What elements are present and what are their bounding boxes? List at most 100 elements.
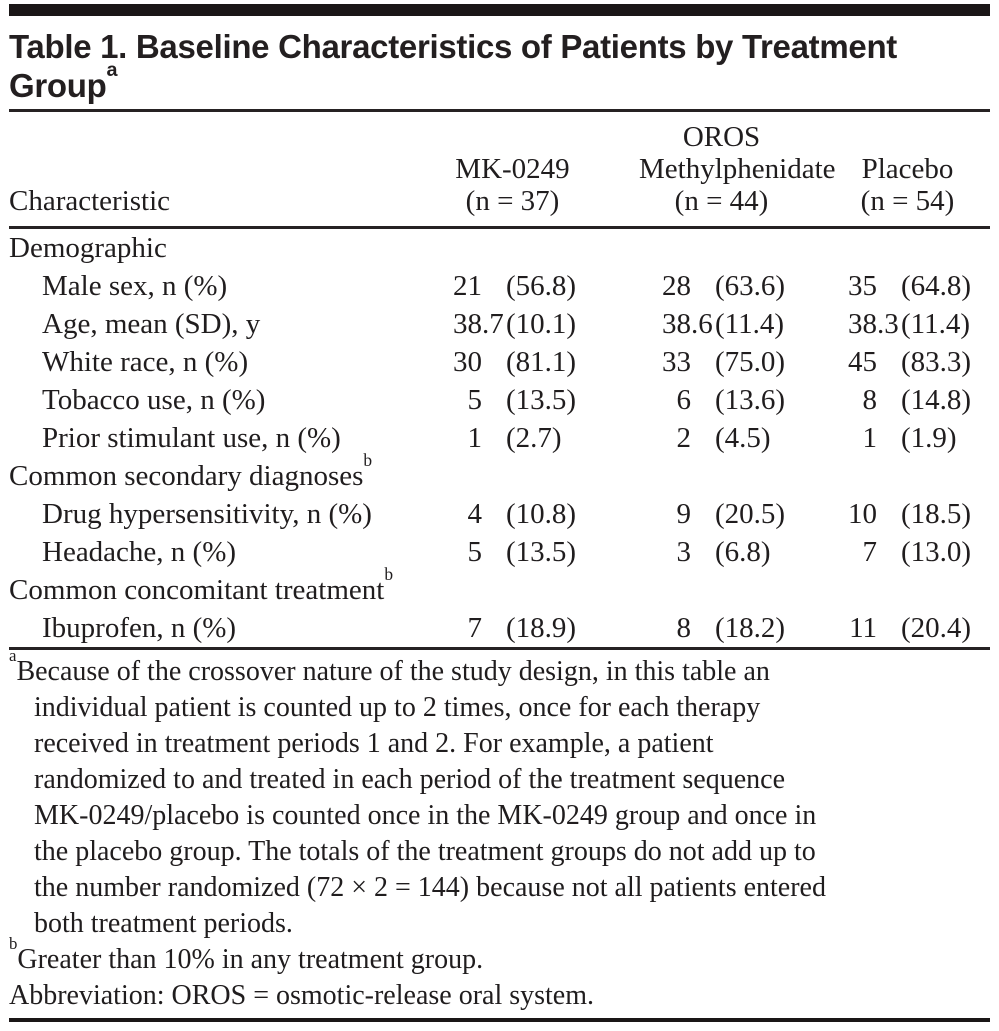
value-decimal: [482, 267, 506, 305]
group-cell: [430, 571, 595, 609]
group-cell: 38.7 (10.1): [430, 305, 595, 343]
value-decimal: [482, 229, 506, 267]
group-cell: [639, 229, 804, 267]
value-percent: (2.7): [506, 422, 562, 454]
value-decimal: [877, 267, 901, 305]
value-decimal: [691, 267, 715, 305]
column-header-placebo: Placebo (n = 54): [825, 121, 990, 217]
value-percent: (20.4): [901, 612, 972, 644]
value-count: 10: [848, 498, 877, 530]
value-decimal: [482, 343, 506, 381]
footnote-marker: b: [363, 449, 373, 470]
group-cell: 9 (20.5): [639, 495, 804, 533]
value-decimal: [877, 229, 901, 267]
value-decimal: [691, 419, 715, 457]
row-label: Male sex, n (%): [42, 270, 228, 302]
value-decimal: [482, 495, 506, 533]
value-count: 30: [453, 346, 482, 378]
table-row: Tobacco use, n (%) 5 (13.5) 6 (13.6) 8 (14.8): [9, 381, 990, 419]
value-count: 3: [676, 536, 692, 568]
value-percent: (64.8): [901, 270, 972, 302]
value-decimal: [691, 533, 715, 571]
value-percent: (1.9): [901, 422, 957, 454]
table-footnotes: aBecause of the crossover nature of the …: [9, 647, 990, 1014]
rule-below-header: [9, 226, 990, 229]
row-label: Age, mean (SD), y: [42, 308, 261, 340]
value-count: 38: [662, 308, 691, 340]
value-count: 1: [862, 422, 878, 454]
value-decimal: [877, 533, 901, 571]
footnote-marker: b: [384, 563, 394, 584]
value-decimal: [691, 571, 715, 609]
value-decimal: .7: [482, 308, 504, 340]
group-cell: 4 (10.8): [430, 495, 595, 533]
value-decimal: [482, 457, 506, 495]
value-percent: [901, 229, 990, 267]
column-header-mk0249: MK-0249 (n = 37): [430, 121, 595, 217]
value-decimal: [877, 381, 901, 419]
group-cell: 30 (81.1): [430, 343, 595, 381]
group-cell: 21 (56.8): [430, 267, 595, 305]
value-decimal: [691, 343, 715, 381]
value-percent: (10.8): [506, 498, 577, 530]
column-header-line: (n = 37): [465, 185, 560, 217]
column-header-characteristic: Characteristic: [9, 185, 171, 217]
value-count: 45: [848, 346, 877, 378]
value-count: 7: [467, 612, 483, 644]
value-count: 2: [676, 422, 692, 454]
group-cell: 33 (75.0): [639, 343, 804, 381]
value-count: 38: [453, 308, 482, 340]
footnote-line: individual patient is counted up to 2 ti…: [34, 692, 761, 723]
value-percent: (20.5): [715, 498, 786, 530]
table-title-line1: Table 1. Baseline Characteristics of Pat…: [9, 28, 897, 65]
value-percent: (14.8): [901, 384, 972, 416]
table-section-row: Common secondary diagnosesb: [9, 451, 990, 495]
value-decimal: [877, 571, 901, 609]
value-count: 21: [453, 270, 482, 302]
row-label: Headache, n (%): [42, 536, 237, 568]
value-decimal: .3: [877, 308, 899, 340]
value-decimal: [482, 571, 506, 609]
value-percent: (10.1): [506, 308, 577, 340]
value-percent: (75.0): [715, 346, 786, 378]
group-cell: 8 (18.2): [639, 609, 804, 647]
table-row: Male sex, n (%) 21 (56.8) 28 (63.6) 35 (64.8): [9, 267, 990, 305]
value-count: 8: [676, 612, 692, 644]
value-decimal: [691, 229, 715, 267]
value-count: 11: [849, 612, 877, 644]
value-percent: (13.6): [715, 384, 786, 416]
value-decimal: [691, 609, 715, 647]
group-cell: 1 (1.9): [825, 419, 990, 457]
row-label: Prior stimulant use, n (%): [42, 422, 341, 454]
value-count: 33: [662, 346, 691, 378]
row-label: Ibuprofen, n (%): [42, 612, 237, 644]
column-header-line: [430, 121, 595, 153]
group-cell: 10 (18.5): [825, 495, 990, 533]
value-count: [825, 457, 877, 495]
value-decimal: [691, 381, 715, 419]
value-count: [639, 571, 691, 609]
group-cell: 6 (13.6): [639, 381, 804, 419]
value-count: [639, 457, 691, 495]
table-row: Ibuprofen, n (%) 7 (18.9) 8 (18.2) 11 (20.4): [9, 609, 990, 647]
footnote-line: both treatment periods.: [34, 908, 293, 939]
value-percent: [715, 457, 804, 495]
group-cell: [825, 229, 990, 267]
table-title-footnote-marker: a: [106, 59, 118, 82]
group-cell: [430, 457, 595, 495]
value-count: [825, 229, 877, 267]
value-percent: (81.1): [506, 346, 577, 378]
value-percent: [901, 571, 990, 609]
footnote-line: the number randomized (72 × 2 = 144) bec…: [34, 872, 826, 903]
value-decimal: [877, 609, 901, 647]
column-header-line: Placebo: [861, 153, 954, 185]
table-section-row: Common concomitant treatmentb: [9, 565, 990, 609]
table-section-row: Demographic: [9, 229, 990, 267]
value-percent: (63.6): [715, 270, 786, 302]
value-decimal: [482, 381, 506, 419]
footnote-line: the placebo group. The totals of the tre…: [34, 836, 816, 867]
value-percent: [506, 457, 595, 495]
group-cell: 28 (63.6): [639, 267, 804, 305]
value-percent: [901, 457, 990, 495]
group-cell: 3 (6.8): [639, 533, 804, 571]
